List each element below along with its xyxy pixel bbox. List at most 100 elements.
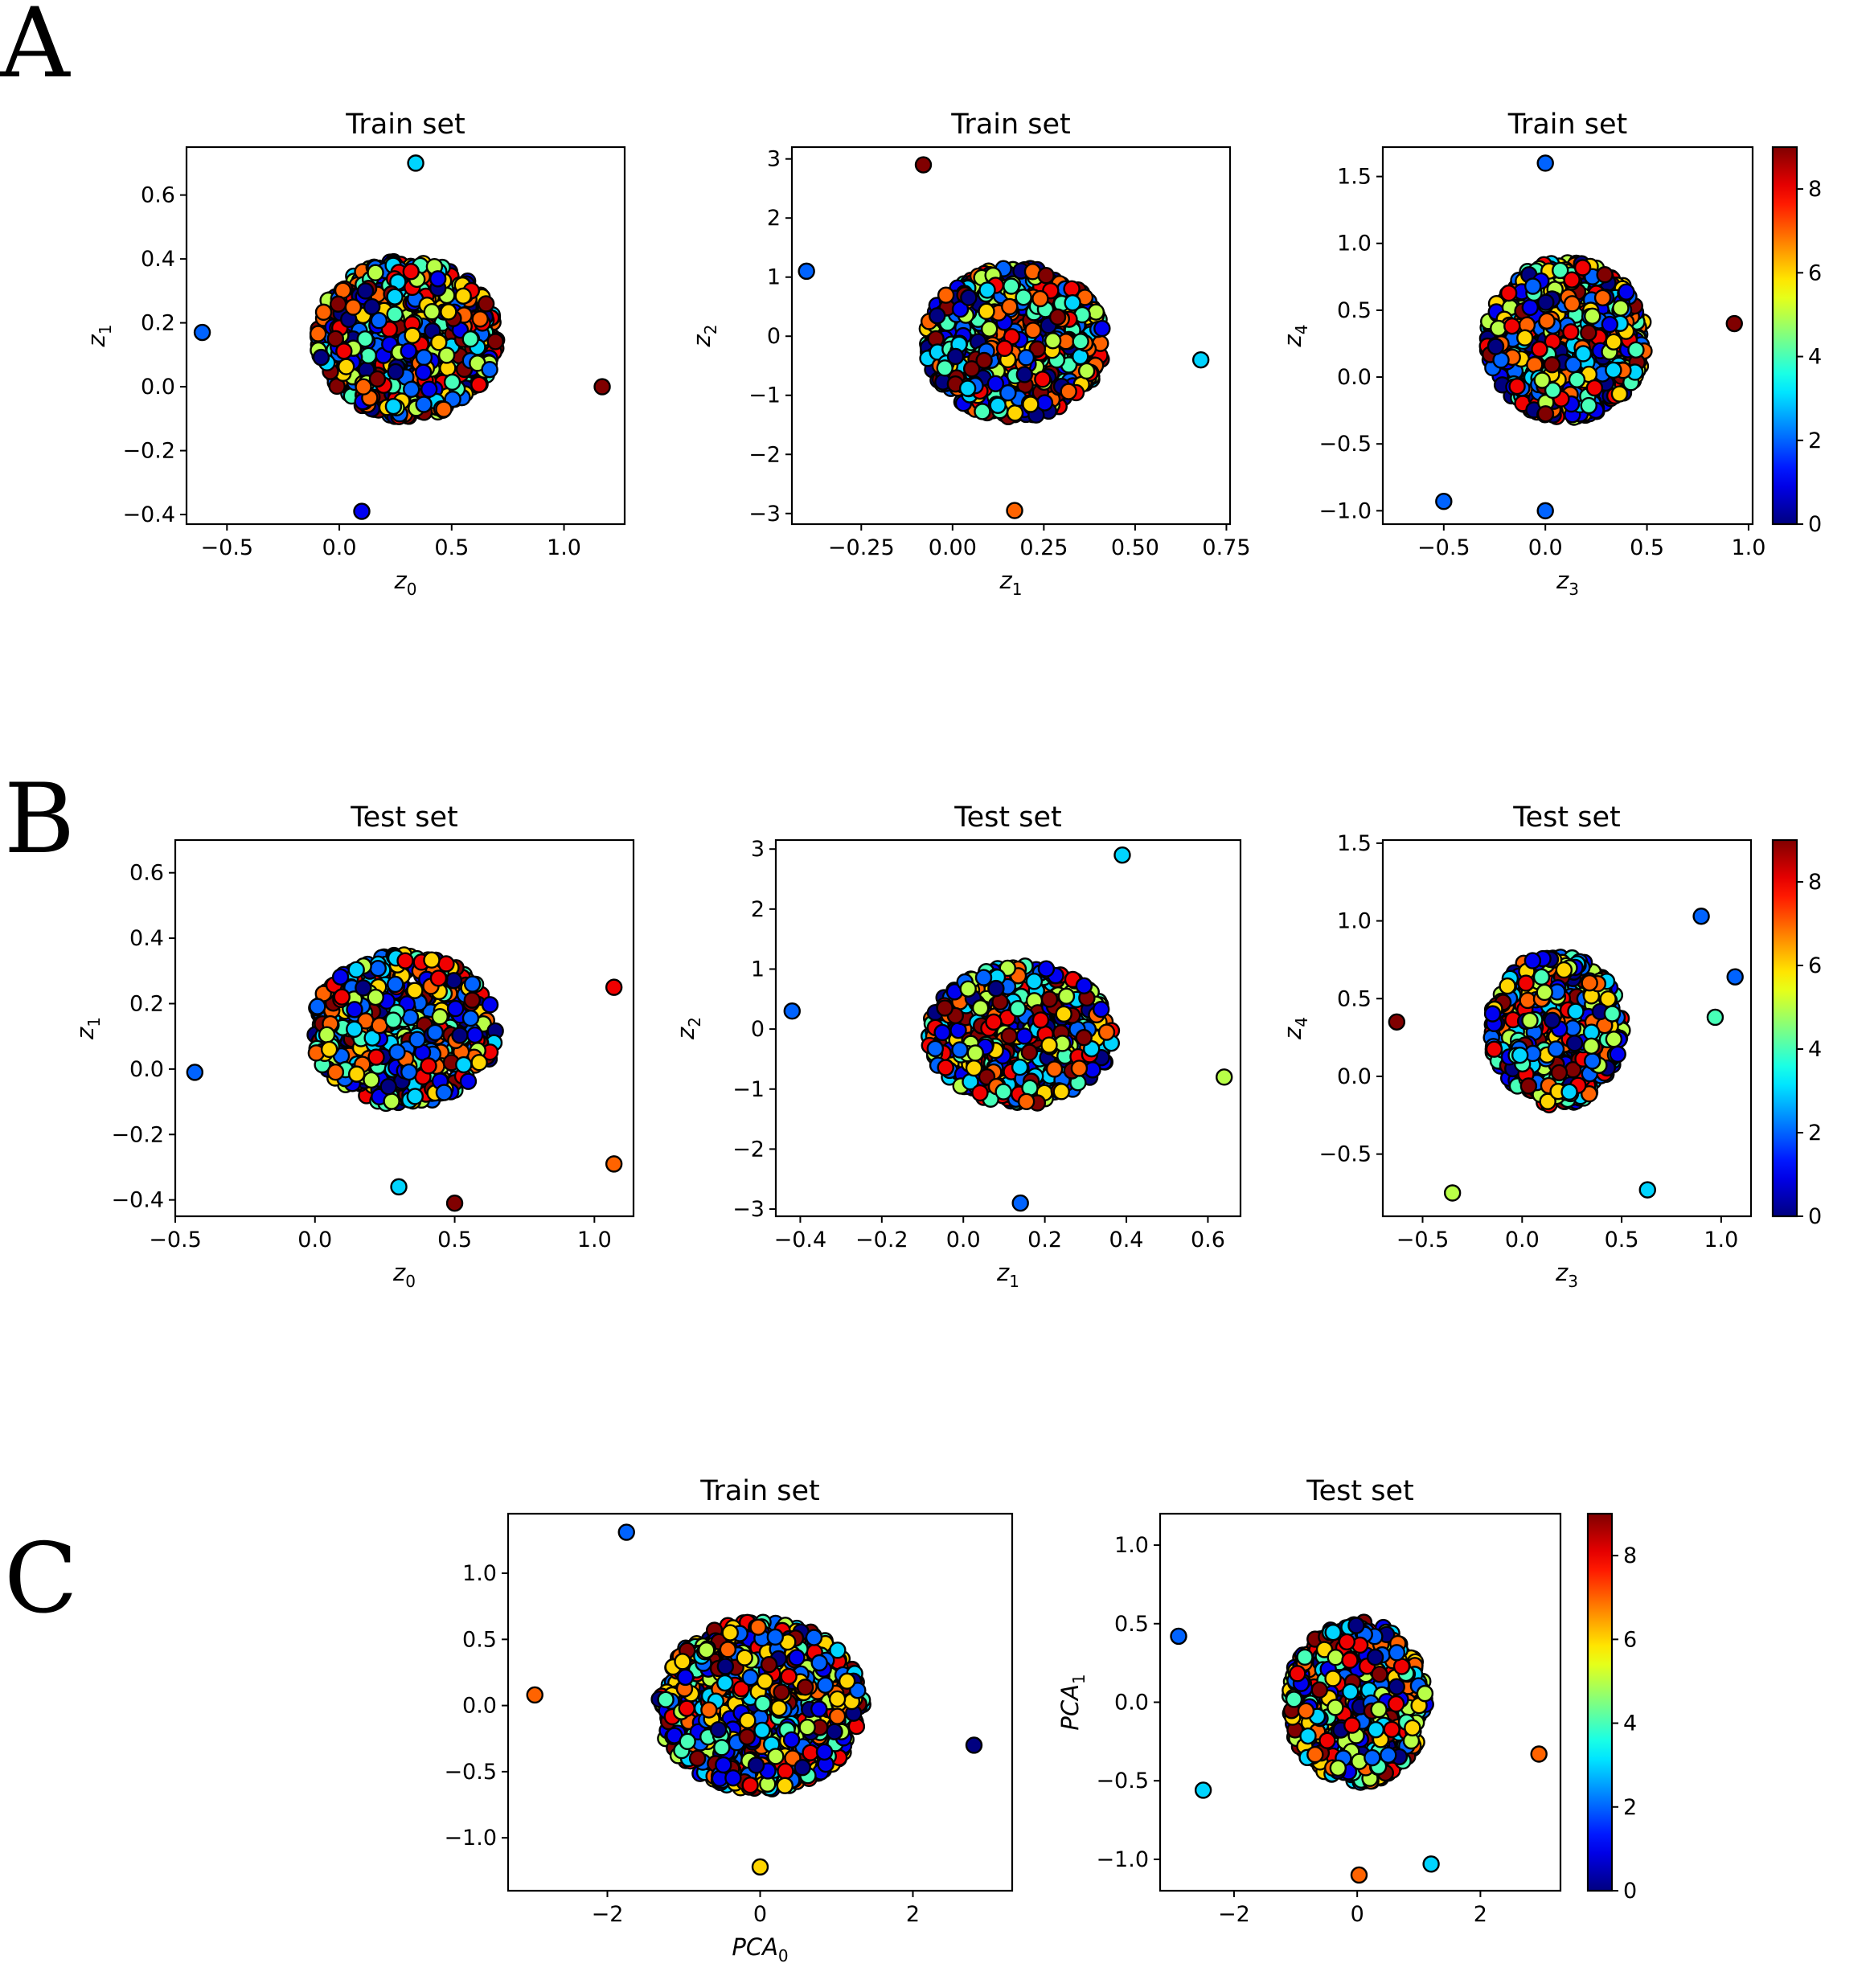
x-axis-label-base: z <box>1556 567 1569 594</box>
data-point <box>1552 1065 1567 1080</box>
data-point <box>478 296 494 311</box>
data-point <box>482 362 498 377</box>
data-point <box>416 365 431 380</box>
data-point <box>356 379 371 395</box>
data-point <box>1076 1030 1092 1045</box>
y-tick-label: 0.5 <box>1337 986 1372 1011</box>
data-point <box>1582 975 1597 990</box>
x-axis-label: z0 <box>392 1259 416 1291</box>
data-point <box>424 953 439 968</box>
x-tick-label: 0.5 <box>1605 1228 1639 1252</box>
data-point <box>452 1027 467 1043</box>
data-point <box>328 1064 343 1080</box>
data-points <box>785 847 1232 1211</box>
y-tick-label: 1.5 <box>1337 165 1372 190</box>
data-point <box>384 1094 400 1109</box>
data-point <box>1564 273 1580 288</box>
x-tick-label: 0.00 <box>929 535 977 560</box>
data-point <box>979 304 994 319</box>
panel-label-c: C <box>4 1523 78 1635</box>
data-point <box>333 969 348 985</box>
outlier-point <box>408 155 424 170</box>
data-point <box>370 371 385 387</box>
y-tick-label: −1 <box>732 1077 765 1102</box>
y-tick-label: 0.0 <box>1337 1064 1372 1089</box>
data-point <box>1523 300 1538 315</box>
data-point <box>424 304 440 319</box>
data-point <box>465 977 480 992</box>
x-tick-label: 1.0 <box>547 535 581 560</box>
data-point <box>316 305 331 320</box>
outlier-point <box>1708 1010 1723 1025</box>
data-points <box>1436 155 1741 518</box>
outlier-point <box>1007 503 1023 519</box>
data-point <box>1595 290 1610 305</box>
data-point <box>1587 380 1602 396</box>
data-point <box>1099 1025 1114 1040</box>
scatter-plot-b2: −0.4 −0.2 0.0 0.2 0.4 0.6−3−2−10123Test setz1… <box>672 801 1241 1291</box>
data-point <box>1521 1078 1536 1093</box>
data-point <box>1605 1006 1620 1022</box>
data-point <box>416 397 432 412</box>
data-point <box>416 350 432 365</box>
data-point <box>364 299 379 314</box>
data-point <box>1523 1013 1538 1028</box>
x-tick-label: −0.5 <box>1396 1228 1450 1252</box>
data-point <box>334 990 350 1005</box>
plot-title: Train set <box>1507 109 1628 141</box>
data-point <box>972 1085 987 1101</box>
data-point <box>1065 295 1081 310</box>
data-point <box>1540 314 1555 329</box>
y-tick-label: 0.4 <box>129 926 164 951</box>
data-point <box>1504 318 1519 334</box>
y-axis-label-subscript: 4 <box>1292 325 1311 335</box>
data-point <box>358 283 373 298</box>
data-point <box>1501 285 1516 301</box>
x-axis-label-base: z <box>394 567 408 594</box>
data-point <box>386 1013 401 1028</box>
x-tick-label: 0.4 <box>1109 1228 1144 1252</box>
data-point <box>421 382 437 397</box>
outlier-point <box>1445 1185 1460 1200</box>
data-point <box>961 982 976 997</box>
y-tick-label: −1.0 <box>1318 498 1372 523</box>
data-points <box>799 158 1208 519</box>
y-tick-label: 1.0 <box>1337 909 1372 934</box>
data-point <box>1525 279 1540 294</box>
data-point <box>1575 260 1590 275</box>
data-point <box>310 999 325 1014</box>
x-tick-label: 0.0 <box>946 1228 981 1252</box>
y-tick-label: 0.4 <box>141 247 175 272</box>
scatter-plot-b1: −0.5 0.0 0.5 1.0−0.4−0.20.00.20.40.6Test se… <box>72 801 634 1291</box>
data-point <box>1072 1060 1087 1076</box>
data-point <box>929 308 945 323</box>
y-tick-label: 0.2 <box>129 991 164 1016</box>
data-point <box>1033 1012 1048 1027</box>
data-point <box>388 289 403 305</box>
x-tick-label: 0.25 <box>1019 535 1068 560</box>
data-point <box>960 381 975 396</box>
y-tick-label: −0.2 <box>122 439 175 464</box>
data-point <box>441 304 456 319</box>
data-point <box>1019 1094 1034 1109</box>
data-point <box>980 282 995 297</box>
data-point <box>1544 1013 1560 1028</box>
data-point <box>336 343 351 359</box>
data-point <box>1612 387 1627 402</box>
data-point <box>1613 301 1628 316</box>
x-tick-label: −0.2 <box>855 1228 908 1252</box>
y-tick-label: −0.4 <box>122 502 175 527</box>
data-point <box>1039 961 1054 977</box>
x-tick-label: 0.5 <box>1630 535 1664 560</box>
data-point <box>388 306 403 322</box>
y-axis-label: z2 <box>688 325 720 348</box>
x-axis-label-subscript: 0 <box>405 1272 416 1291</box>
data-point <box>1520 993 1536 1008</box>
data-point <box>338 359 354 375</box>
data-point <box>371 961 386 976</box>
plot-title: Test set <box>1512 801 1621 834</box>
data-point <box>381 1079 396 1094</box>
y-tick-label: 0.0 <box>1337 365 1372 390</box>
